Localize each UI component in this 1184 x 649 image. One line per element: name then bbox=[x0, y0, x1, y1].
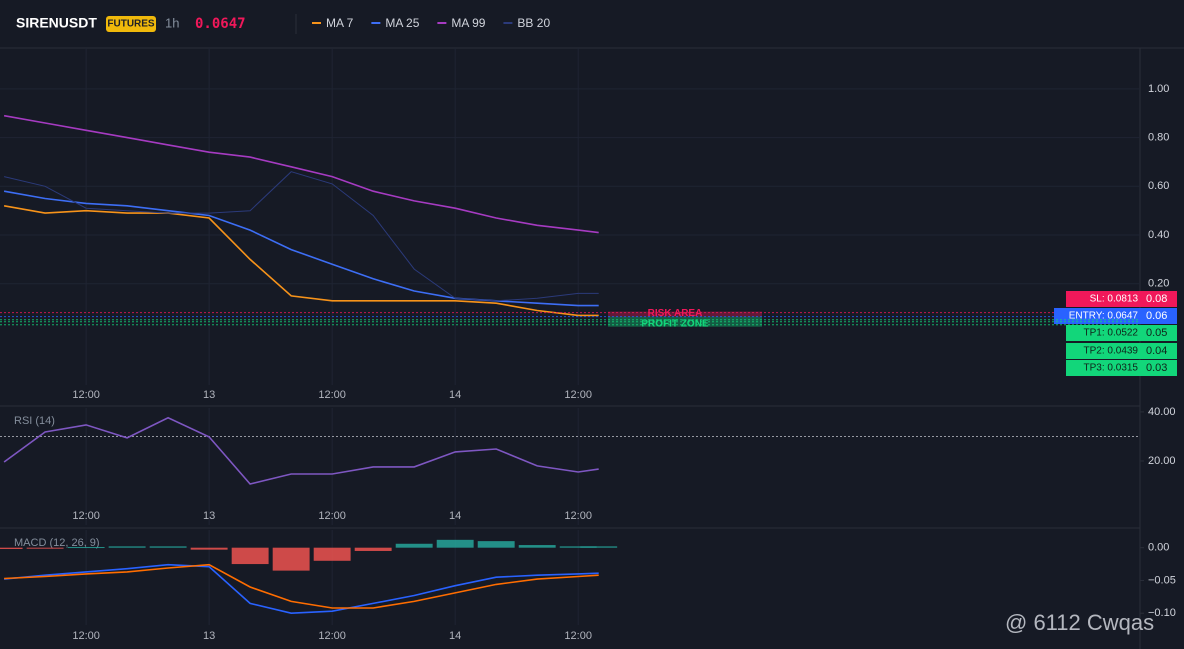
histogram-bar bbox=[313, 547, 351, 561]
histogram-bar bbox=[580, 546, 618, 548]
histogram-bar bbox=[395, 543, 433, 548]
pane-title: MACD (12, 26, 9) bbox=[14, 537, 100, 549]
x-tick-label: 12:00 bbox=[72, 389, 100, 401]
level-axis-label: 0.08 bbox=[1146, 293, 1167, 305]
histogram-bar bbox=[0, 547, 23, 549]
x-tick-label: 12:00 bbox=[72, 510, 100, 522]
histogram-bar bbox=[108, 546, 146, 548]
x-tick-label: 14 bbox=[449, 389, 461, 401]
histogram-bar bbox=[436, 539, 474, 548]
legend-label[interactable]: MA 99 bbox=[451, 16, 485, 30]
histogram-bar bbox=[67, 547, 105, 549]
x-tick-label: 13 bbox=[203, 389, 215, 401]
level-tag: SL: 0.0813 bbox=[1090, 294, 1139, 305]
histogram-bar bbox=[149, 546, 187, 548]
series-line bbox=[3, 114, 599, 234]
profit-label: PROFIT ZONE bbox=[641, 318, 709, 329]
level-tag: TP3: 0.0315 bbox=[1084, 363, 1139, 374]
legend-label[interactable]: MA 25 bbox=[385, 16, 419, 30]
x-tick-label: 13 bbox=[203, 510, 215, 522]
y-tick-label: 20.00 bbox=[1148, 455, 1176, 467]
series-line bbox=[3, 416, 599, 485]
x-tick-label: 14 bbox=[449, 510, 461, 522]
y-tick-label: 0.00 bbox=[1148, 542, 1169, 554]
level-axis-label: 0.03 bbox=[1146, 362, 1167, 374]
badge: FUTURES bbox=[107, 19, 155, 30]
histogram-bar bbox=[477, 541, 515, 548]
series-line bbox=[3, 205, 599, 317]
x-tick-label: 12:00 bbox=[564, 389, 592, 401]
legend-label[interactable]: BB 20 bbox=[517, 16, 550, 30]
x-tick-label: 12:00 bbox=[564, 630, 592, 642]
y-tick-label: 0.40 bbox=[1148, 229, 1169, 241]
symbol: SIRENUSDT bbox=[16, 15, 97, 31]
x-tick-label: 13 bbox=[203, 630, 215, 642]
level-axis-label: 0.05 bbox=[1146, 327, 1167, 339]
histogram-bar bbox=[559, 546, 597, 548]
y-tick-label: 0.80 bbox=[1148, 132, 1169, 144]
x-tick-label: 12:00 bbox=[564, 510, 592, 522]
x-tick-label: 12:00 bbox=[318, 389, 346, 401]
last-price: 0.0647 bbox=[195, 16, 246, 32]
y-tick-label: 0.20 bbox=[1148, 278, 1169, 290]
level-tag-bg bbox=[1066, 360, 1177, 376]
interval[interactable]: 1h bbox=[165, 15, 179, 30]
series-line bbox=[3, 171, 599, 302]
histogram-bar bbox=[190, 547, 228, 550]
level-tag: TP1: 0.0522 bbox=[1084, 328, 1139, 339]
y-tick-label: 0.60 bbox=[1148, 180, 1169, 192]
x-tick-label: 14 bbox=[449, 630, 461, 642]
level-tag: ENTRY: 0.0647 bbox=[1069, 311, 1139, 322]
pane-title: RSI (14) bbox=[14, 415, 55, 427]
histogram-bar bbox=[518, 545, 556, 548]
y-tick-label: −0.10 bbox=[1148, 607, 1176, 619]
x-tick-label: 12:00 bbox=[318, 510, 346, 522]
y-tick-label: 1.00 bbox=[1148, 83, 1169, 95]
series-line bbox=[4, 563, 599, 609]
level-tag: TP2: 0.0439 bbox=[1084, 346, 1139, 357]
level-tag-bg bbox=[1066, 325, 1177, 341]
level-axis-label: 0.06 bbox=[1146, 310, 1167, 322]
risk-zone bbox=[608, 311, 762, 317]
series-line bbox=[3, 190, 599, 307]
x-tick-label: 12:00 bbox=[72, 630, 100, 642]
histogram-bar bbox=[272, 547, 310, 571]
badge-bg bbox=[106, 16, 156, 32]
level-axis-label: 0.04 bbox=[1146, 345, 1167, 357]
level-tag-bg bbox=[1066, 343, 1177, 359]
series-line bbox=[4, 563, 599, 615]
histogram-bar bbox=[26, 547, 64, 549]
y-tick-label: 40.00 bbox=[1148, 406, 1176, 418]
histogram-bar bbox=[354, 547, 392, 551]
x-tick-label: 12:00 bbox=[318, 630, 346, 642]
legend-label[interactable]: MA 7 bbox=[326, 16, 354, 30]
histogram-bar bbox=[231, 547, 269, 565]
level-tag-bg bbox=[1066, 291, 1177, 307]
y-tick-label: −0.05 bbox=[1148, 574, 1176, 586]
watermark: @ 6112 Cwqas bbox=[1005, 610, 1154, 635]
risk-label: RISK AREA bbox=[648, 308, 703, 319]
